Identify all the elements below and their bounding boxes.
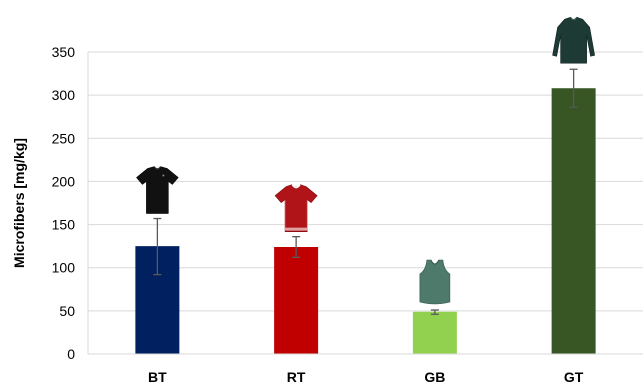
- bar-rt: [274, 247, 319, 354]
- green-tank-top-icon: [419, 259, 451, 305]
- garment-icons: [135, 16, 596, 305]
- y-tick-label: 350: [52, 44, 76, 60]
- x-tick-labels: BT RT GB GT: [148, 369, 584, 385]
- x-tick-label: BT: [148, 369, 167, 385]
- y-tick-label: 100: [52, 260, 76, 276]
- y-tick-label: 150: [52, 217, 76, 233]
- black-tshirt-icon: [135, 166, 179, 215]
- y-axis-title: Microfibers [mg/kg]: [11, 138, 27, 268]
- y-tick-labels: 0 50 100 150 200 250 300 350: [52, 44, 76, 362]
- bars: [135, 88, 596, 355]
- x-tick-label: RT: [287, 369, 306, 385]
- y-tick-label: 50: [59, 303, 75, 319]
- y-tick-label: 200: [52, 173, 76, 189]
- y-tick-label: 250: [52, 130, 76, 146]
- y-tick-label: 0: [67, 346, 75, 362]
- bar-gt: [551, 88, 596, 355]
- axes: [87, 52, 643, 355]
- x-tick-label: GT: [564, 369, 584, 385]
- gridlines: [88, 51, 643, 312]
- error-bars: [153, 68, 578, 315]
- x-tick-label: GB: [424, 369, 445, 385]
- green-long-sleeve-shirt-icon: [552, 16, 596, 64]
- y-tick-label: 300: [52, 87, 76, 103]
- bar-gb: [412, 311, 457, 354]
